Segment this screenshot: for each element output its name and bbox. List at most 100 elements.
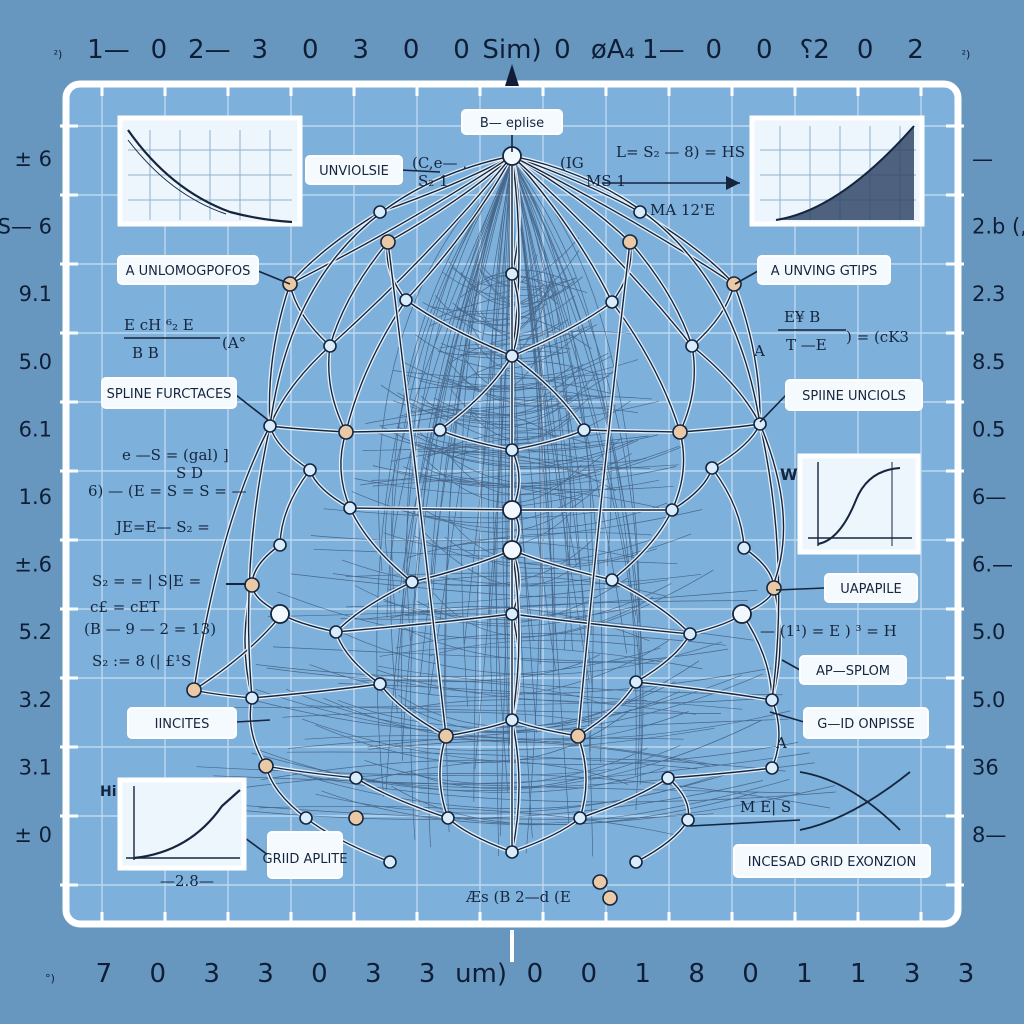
network-node <box>629 855 643 869</box>
eq-bottom-right: M E| S <box>740 798 791 816</box>
network-node <box>383 855 397 869</box>
axis-label: 0 <box>756 35 773 65</box>
axis-label: 0 <box>706 35 723 65</box>
callout-unviolsie-text: UNVIOLSIE <box>319 164 389 179</box>
network-node <box>373 205 387 219</box>
axis-label: 1.6 <box>19 485 52 509</box>
eq-right-frac-tail: ) = (cK3 <box>846 328 909 346</box>
callout-grid-onpisse-text: G—ID ONPISSE <box>817 717 914 732</box>
network-node <box>505 713 519 727</box>
callout-unving-gtips-text: A UNVING GTIPS <box>771 264 877 279</box>
axis-label: Sim) <box>482 35 541 65</box>
axis-label: 7 <box>96 959 113 989</box>
axis-label: 8.5 <box>972 350 1005 374</box>
callout-spline-left-text: SPLINE FURCTACES <box>107 387 232 402</box>
callout-grid-aplite: GRIID APLITE <box>263 831 347 879</box>
axis-label: 0 <box>527 959 544 989</box>
network-node <box>605 573 619 587</box>
callout-iincites-text: IINCITES <box>155 717 210 732</box>
axis-label: 6.1 <box>19 417 52 441</box>
eq-mid-left-4: JE=E— S₂ = <box>114 518 210 536</box>
axis-label: 5.0 <box>972 688 1005 712</box>
callout-top-text: B— eplise <box>480 116 544 131</box>
eq-mid-left-1: e —S = (gal) ] <box>122 446 229 464</box>
hub-node <box>502 500 522 520</box>
eq-mid-left-3: 6) — (E = S = S = — <box>88 482 247 500</box>
network-node <box>505 607 519 621</box>
network-node <box>505 267 519 281</box>
network-node <box>244 577 260 593</box>
axis-label: 0 <box>857 35 874 65</box>
callout-spline-right: SPIINE UNCIOLS <box>785 379 923 411</box>
axis-bottom-labels: °) 7 0 3 3 0 3 3 um) 0 0 1 8 0 1 1 3 3 <box>45 959 974 989</box>
axis-label: S— 6 <box>0 215 52 239</box>
eq-left-frac-den: B B <box>132 344 159 362</box>
callout-apsplom-text: AP—SPLOM <box>816 664 890 679</box>
axis-label: 1 <box>634 959 651 989</box>
network-node <box>373 677 387 691</box>
axis-label: 6.— <box>972 553 1013 577</box>
inset-bottom-left: Hi <box>100 777 247 871</box>
axis-label: ²) <box>54 48 63 61</box>
network-node <box>683 627 697 641</box>
inset-mid-right-label: W <box>780 465 798 484</box>
eq-low-left-4: S₂ := 8 (| £¹S <box>92 652 191 670</box>
hub-node <box>502 540 522 560</box>
inset-mid-right: W <box>780 453 921 555</box>
axis-label: 1 <box>850 959 867 989</box>
network-node <box>629 675 643 689</box>
axis-ticks <box>60 84 964 924</box>
network-node <box>338 424 354 440</box>
callout-incesad: INCESAD GRID EXONZION <box>733 844 931 878</box>
network-node <box>705 461 719 475</box>
eq-low-right-1: — (1¹) = E ) ³ = H <box>760 622 897 640</box>
eq-left-frac-num: E cH ⁶₂ E <box>124 316 194 334</box>
callout-iincites: IINCITES <box>127 707 237 739</box>
network-node <box>605 295 619 309</box>
eq-top-left-frag2: S₂ 1 <box>418 172 449 190</box>
network-node <box>186 682 202 698</box>
arrow-right-icon <box>726 176 740 190</box>
eq-bottom-right-a: A <box>775 734 787 752</box>
inset-top-left <box>117 115 303 227</box>
axis-label: um) <box>455 959 507 989</box>
axis-label: 3 <box>352 35 369 65</box>
network-node <box>303 463 317 477</box>
callout-uapapile-text: UAPAPILE <box>840 582 901 597</box>
axis-label: 3.1 <box>19 755 52 779</box>
network-node <box>405 575 419 589</box>
axis-label: 6— <box>972 485 1006 509</box>
callout-spline-right-text: SPIINE UNCIOLS <box>802 389 906 404</box>
network-node <box>765 761 779 775</box>
network-node <box>323 339 337 353</box>
axis-label: 0 <box>554 35 571 65</box>
network-node <box>299 811 313 825</box>
callout-apsplom: AP—SPLOM <box>799 655 907 685</box>
network-node <box>263 419 277 433</box>
network-node <box>570 728 586 744</box>
eq-right-frac-num: E¥ B <box>784 308 820 326</box>
hub-node <box>732 604 752 624</box>
callout-spline-left: SPLINE FURCTACES <box>101 377 237 409</box>
hub-node <box>270 604 290 624</box>
network-node <box>661 771 675 785</box>
axis-label: 5.0 <box>19 350 52 374</box>
axis-label: ⸮2 <box>799 35 829 65</box>
axis-label: 0 <box>581 959 598 989</box>
eq-top-left-frag: (C,e— , <box>412 154 467 172</box>
network-node <box>348 810 364 826</box>
axis-label: 2.b (,1 <box>972 215 1024 239</box>
eq-left-frac-tail: (A° <box>222 334 246 352</box>
eq-low-left-3: (B — 9 — 2 = 13) <box>84 620 216 638</box>
axis-label: 3 <box>904 959 921 989</box>
network-node <box>602 890 618 906</box>
axis-label: ²) <box>962 48 971 61</box>
eq-low-left-1: S₂ = = | S|E = <box>92 572 201 590</box>
network-node <box>577 423 591 437</box>
axis-label: 1— <box>87 35 130 65</box>
network-node <box>245 691 259 705</box>
bottom-right-crossing-curves <box>799 771 911 831</box>
network-node <box>399 293 413 307</box>
network-node <box>766 580 782 596</box>
